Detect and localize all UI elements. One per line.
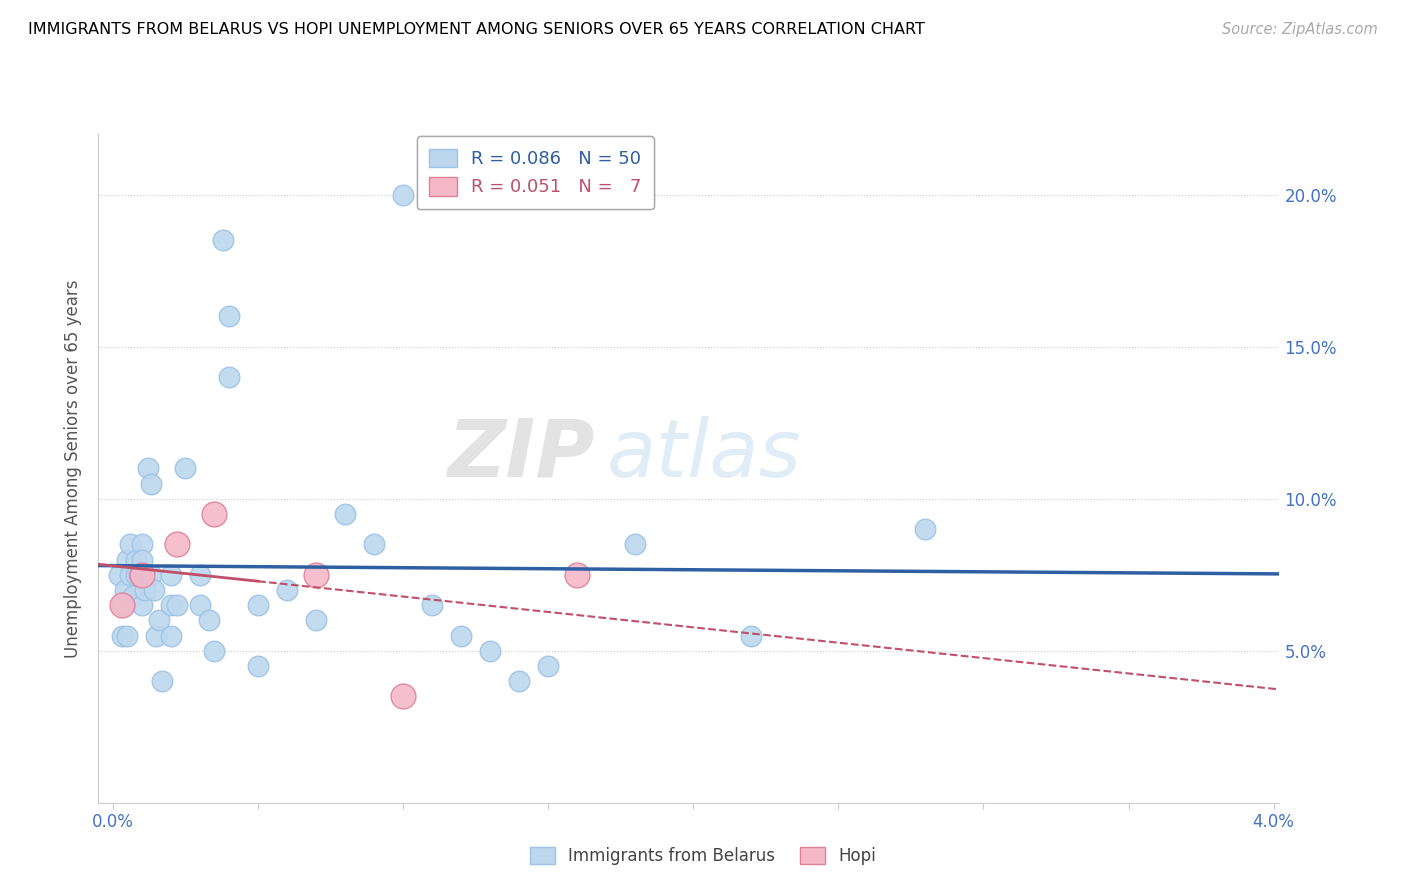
Point xyxy=(537,659,560,673)
Point xyxy=(166,598,188,612)
Point xyxy=(145,628,167,642)
Text: IMMIGRANTS FROM BELARUS VS HOPI UNEMPLOYMENT AMONG SENIORS OVER 65 YEARS CORRELA: IMMIGRANTS FROM BELARUS VS HOPI UNEMPLOY… xyxy=(28,22,925,37)
Point xyxy=(333,507,356,521)
Point xyxy=(450,628,472,642)
Point xyxy=(392,187,415,202)
Point xyxy=(125,567,148,582)
Point xyxy=(134,582,156,597)
Point xyxy=(204,644,226,658)
Point xyxy=(120,537,142,551)
Point xyxy=(148,613,170,627)
Point xyxy=(276,582,298,597)
Point xyxy=(567,567,589,582)
Point xyxy=(131,552,153,566)
Point xyxy=(117,628,139,642)
Text: ZIP: ZIP xyxy=(447,416,595,494)
Point xyxy=(114,582,136,597)
Point xyxy=(120,567,142,582)
Point xyxy=(136,461,159,475)
Point xyxy=(363,537,385,551)
Point xyxy=(166,537,188,551)
Point xyxy=(305,567,328,582)
Point xyxy=(508,674,530,689)
Point xyxy=(111,628,134,642)
Point xyxy=(247,659,270,673)
Point xyxy=(131,537,153,551)
Point xyxy=(150,674,173,689)
Point xyxy=(914,522,936,536)
Point xyxy=(160,598,183,612)
Point xyxy=(122,589,145,603)
Point xyxy=(131,567,153,582)
Legend: R = 0.086   N = 50, R = 0.051   N =   7: R = 0.086 N = 50, R = 0.051 N = 7 xyxy=(416,136,654,209)
Point xyxy=(212,233,235,247)
Point xyxy=(117,552,139,566)
Point xyxy=(139,476,162,491)
Point xyxy=(107,567,129,582)
Point xyxy=(305,613,328,627)
Legend: Immigrants from Belarus, Hopi: Immigrants from Belarus, Hopi xyxy=(520,837,886,875)
Point xyxy=(111,598,134,612)
Text: atlas: atlas xyxy=(606,416,801,494)
Point xyxy=(160,567,183,582)
Point xyxy=(420,598,443,612)
Point xyxy=(128,567,150,582)
Point xyxy=(174,461,197,475)
Point xyxy=(188,598,211,612)
Point xyxy=(218,370,240,384)
Point xyxy=(218,310,240,324)
Point xyxy=(197,613,219,627)
Point xyxy=(131,598,153,612)
Point xyxy=(624,537,647,551)
Point xyxy=(188,567,211,582)
Point xyxy=(247,598,270,612)
Text: Source: ZipAtlas.com: Source: ZipAtlas.com xyxy=(1222,22,1378,37)
Point xyxy=(125,552,148,566)
Point xyxy=(204,507,226,521)
Point xyxy=(740,628,762,642)
Point xyxy=(139,567,162,582)
Y-axis label: Unemployment Among Seniors over 65 years: Unemployment Among Seniors over 65 years xyxy=(65,279,83,657)
Point xyxy=(142,582,165,597)
Point xyxy=(160,628,183,642)
Point xyxy=(392,690,415,704)
Point xyxy=(111,598,134,612)
Point xyxy=(479,644,502,658)
